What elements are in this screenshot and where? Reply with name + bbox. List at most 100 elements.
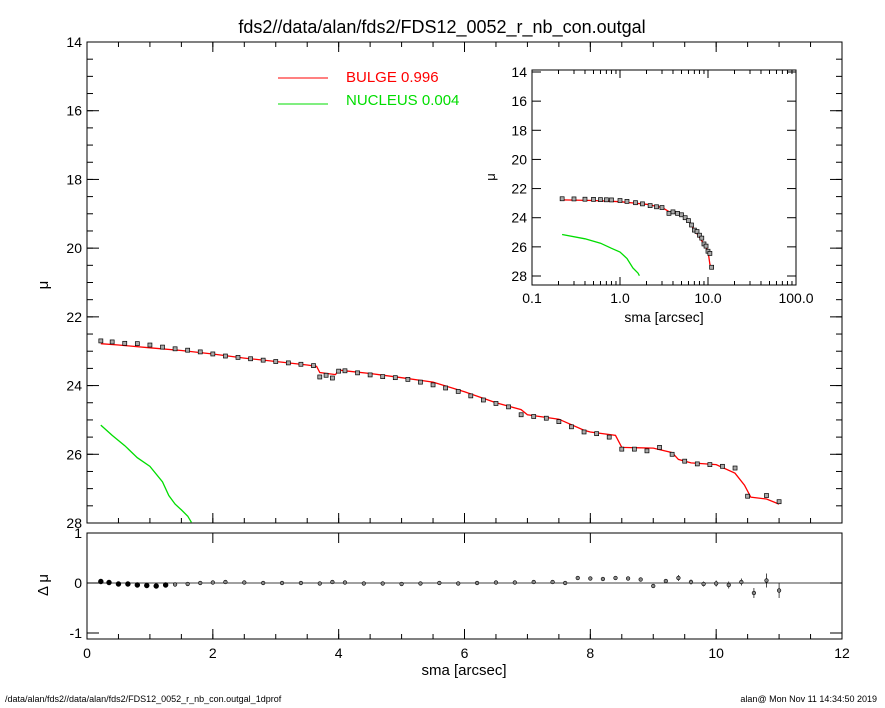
observed-point — [455, 389, 461, 394]
observed-point — [644, 448, 650, 454]
residual-point — [764, 578, 769, 583]
inset-observed-point — [598, 197, 603, 202]
residual-point — [418, 581, 423, 586]
observed-point — [694, 461, 700, 467]
residual-point — [279, 580, 285, 586]
residual-point — [172, 582, 178, 587]
inset-y-tick-label: 14 — [511, 64, 527, 80]
inset-y-tick-label: 24 — [511, 210, 527, 226]
residual-x-tick-label: 10 — [708, 645, 724, 661]
observed-point — [298, 361, 304, 367]
observed-point — [468, 393, 474, 399]
observed-point — [392, 375, 398, 381]
main-profile-panel: 14 16 18 20 22 24 26 28 μ BULGE 0.996 NUCLEUS 0… — [35, 34, 843, 531]
observed-point — [355, 370, 360, 376]
residual-point — [638, 577, 643, 582]
residual-point — [242, 580, 247, 585]
observed-point — [380, 374, 386, 379]
observed-point — [342, 368, 348, 374]
inset-y-tick-label: 20 — [511, 151, 527, 167]
observed-point — [223, 353, 228, 359]
observed-point — [323, 372, 329, 378]
observed-point — [330, 375, 335, 381]
legend-nucleus-label: NUCLEUS 0.004 — [346, 92, 459, 109]
inset-observed-point — [571, 196, 577, 202]
inset-observed-point — [689, 222, 694, 228]
residual-point — [330, 579, 335, 585]
residual-point — [600, 576, 606, 582]
inset-x-tick-label: 1.0 — [610, 290, 630, 306]
observed-point — [285, 360, 291, 366]
inset-observed-point — [591, 197, 596, 202]
inset-y-axis-label: μ — [483, 173, 498, 181]
observed-point — [594, 431, 599, 437]
main-y-tick-label: 22 — [66, 309, 82, 325]
residual-x-tick-label: 12 — [834, 645, 850, 661]
inset-nucleus-model-curve — [561, 233, 640, 277]
residual-point — [210, 580, 215, 585]
observed-point — [707, 462, 713, 467]
observed-point — [581, 429, 587, 435]
observed-point — [481, 397, 486, 403]
residual-point — [726, 582, 731, 588]
residual-point — [134, 582, 141, 588]
observed-point — [745, 493, 750, 499]
residual-point — [531, 579, 536, 585]
residual-y-tick-label: -1 — [70, 625, 83, 641]
residual-point — [317, 581, 322, 586]
inset-observed-point — [675, 210, 680, 216]
residual-y-tick-label: 0 — [74, 575, 82, 591]
residual-x-tick-label: 4 — [335, 645, 343, 661]
residual-point — [676, 575, 681, 581]
inset-observed-point — [703, 243, 709, 249]
observed-point — [134, 341, 140, 347]
inset-panel: 0.1 1.0 10.0 100.0 14 16 18 20 22 24 26 28 μ sma [a… — [483, 64, 814, 325]
inset-observed-point — [709, 264, 714, 270]
inset-y-tick-label: 28 — [511, 268, 527, 284]
residual-x-tick-label: 0 — [83, 645, 91, 661]
residual-point — [185, 581, 190, 587]
residual-point — [563, 580, 568, 586]
observed-point — [720, 463, 725, 469]
residual-point — [380, 581, 385, 586]
observed-point — [430, 382, 436, 388]
residual-point — [437, 580, 442, 586]
observed-point — [682, 458, 688, 464]
observed-point — [367, 372, 373, 378]
observed-point — [273, 359, 279, 364]
observed-point — [147, 342, 153, 348]
bulge-model-curve — [100, 343, 780, 505]
residual-point — [776, 588, 782, 593]
inset-observed-point — [694, 229, 700, 234]
main-y-tick-label: 28 — [66, 515, 82, 531]
inset-observed-point — [633, 200, 638, 206]
residual-point — [298, 580, 304, 586]
residual-point — [361, 581, 366, 586]
residual-point — [714, 581, 719, 586]
observed-point — [556, 419, 562, 424]
residual-y-tick-label: 1 — [74, 525, 82, 541]
observed-point — [317, 374, 323, 380]
inset-observed-point — [647, 203, 653, 208]
inset-x-axis-label: sma [arcsec] — [624, 309, 703, 325]
figure-title: fds2//data/alan/fds2/FDS12_0052_r_nb_con… — [238, 17, 645, 38]
residual-point — [125, 581, 131, 587]
observed-point — [210, 351, 216, 357]
residual-point — [588, 576, 593, 581]
observed-point — [732, 465, 738, 471]
inset-x-tick-label: 10.0 — [694, 290, 721, 306]
residual-point — [115, 581, 122, 587]
inset-observed-point — [707, 251, 713, 256]
inset-y-tick-label: 22 — [511, 181, 527, 197]
residual-x-tick-label: 6 — [461, 645, 469, 661]
observed-point — [506, 404, 511, 410]
inset-observed-point — [640, 201, 645, 207]
main-y-tick-label: 16 — [66, 103, 82, 119]
residual-point — [198, 580, 203, 586]
observed-point — [669, 451, 675, 457]
observed-point — [235, 355, 241, 360]
inset-x-tick-label: 0.1 — [522, 290, 542, 306]
observed-point — [172, 346, 178, 352]
observed-point — [531, 414, 537, 419]
